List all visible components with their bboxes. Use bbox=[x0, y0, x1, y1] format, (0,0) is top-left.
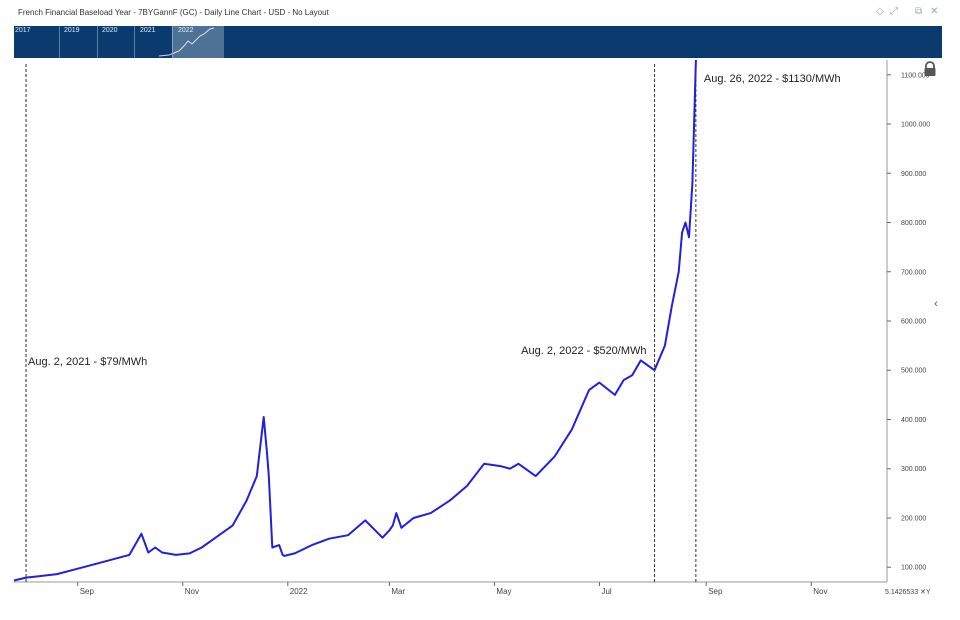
maximize-icon[interactable]: ⤢ bbox=[890, 6, 898, 17]
navigator-divider bbox=[97, 26, 98, 58]
y-tick-label: 100.000 bbox=[901, 565, 926, 572]
close-icon[interactable]: ✕ bbox=[930, 6, 939, 17]
navigator-year-label: 2021 bbox=[140, 27, 156, 34]
navigator-year-label: 2019 bbox=[64, 27, 80, 34]
collapse-panel-chevron-icon[interactable]: ‹ bbox=[934, 298, 938, 310]
corner-readout: 5.1426533 ✕Y bbox=[885, 589, 931, 596]
y-tick-label: 1100.000 bbox=[901, 72, 930, 79]
time-navigator[interactable]: 2017 2019 2020 2021 2022 bbox=[14, 26, 942, 58]
y-tick-label: 1000.000 bbox=[901, 122, 930, 129]
x-tick-label: May bbox=[496, 587, 511, 596]
y-axis: 100.000 200.000 300.000 400.000 500.000 600.0… bbox=[887, 72, 930, 572]
navigator-divider bbox=[134, 26, 135, 58]
navigator-divider bbox=[59, 26, 60, 58]
window-title: French Financial Baseload Year - 7BYGann… bbox=[18, 8, 329, 17]
x-axis: Sep Nov 2022 Mar May Jul Sep Nov bbox=[77, 582, 827, 596]
y-tick-label: 900.000 bbox=[901, 171, 926, 178]
x-tick-label: Sep bbox=[708, 587, 723, 596]
y-tick-label: 600.000 bbox=[901, 319, 926, 326]
navigator-year-label: 2020 bbox=[102, 27, 118, 34]
y-tick-label: 300.000 bbox=[901, 466, 926, 473]
y-tick-label: 700.000 bbox=[901, 269, 926, 276]
x-tick-label: Nov bbox=[813, 587, 827, 596]
navigator-year-label: 2017 bbox=[15, 27, 31, 34]
x-tick-label: Jul bbox=[601, 587, 611, 596]
navigator-year-label: 2022 bbox=[178, 27, 194, 34]
x-tick-label: Sep bbox=[80, 587, 95, 596]
lock-icon[interactable] bbox=[922, 61, 938, 77]
annotation-label: Aug. 26, 2022 - $1130/MWh bbox=[704, 73, 841, 85]
window-titlebar: French Financial Baseload Year - 7BYGann… bbox=[0, 0, 960, 26]
navigator-selection-window[interactable] bbox=[172, 26, 224, 58]
y-tick-label: 500.000 bbox=[901, 368, 926, 375]
price-line bbox=[13, 59, 697, 582]
x-tick-label: Nov bbox=[185, 587, 199, 596]
y-tick-label: 200.000 bbox=[901, 515, 926, 522]
annotation-label: Aug. 2, 2021 - $79/MWh bbox=[28, 356, 147, 368]
annotation-label: Aug. 2, 2022 - $520/MWh bbox=[521, 345, 646, 357]
navigator-sparkline bbox=[158, 27, 215, 57]
navigator-divider bbox=[172, 26, 173, 58]
chart-annotations: Aug. 2, 2021 - $79/MWh Aug. 2, 2022 - $52… bbox=[25, 64, 841, 582]
chart-series bbox=[13, 59, 697, 582]
pin-icon[interactable]: ◇ bbox=[876, 6, 884, 17]
y-tick-label: 800.000 bbox=[901, 220, 926, 227]
y-tick-label: 400.000 bbox=[901, 417, 926, 424]
x-tick-label: 2022 bbox=[290, 587, 308, 596]
chart-axes bbox=[14, 60, 888, 583]
restore-icon[interactable]: ⧉ bbox=[915, 6, 923, 17]
x-tick-label: Mar bbox=[391, 587, 405, 596]
